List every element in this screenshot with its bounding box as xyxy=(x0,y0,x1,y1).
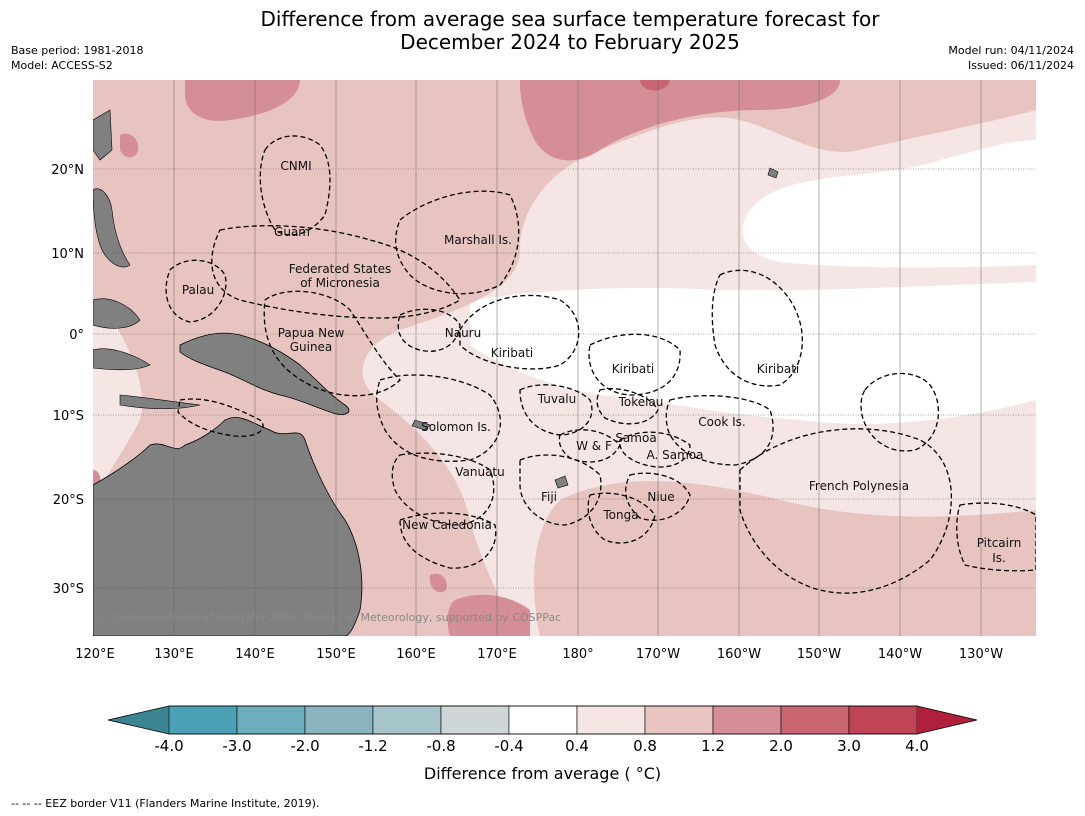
lat-label: 10°S xyxy=(53,409,84,424)
colorbar-label: Difference from average ( °C) xyxy=(423,764,662,783)
colorbar-cell xyxy=(712,705,782,735)
colorbar-tick-label: 0.4 xyxy=(565,737,589,755)
model-run: Model run: 04/11/2024 xyxy=(948,44,1074,57)
lat-label: 10°N xyxy=(51,247,84,262)
sst-anomaly-field: © Commonwealth of Australia 2024, Bureau… xyxy=(93,80,1036,636)
colorbar: -4.0 -3.0 -2.0 -1.2 -0.8 -0.4 0.4 0.8 1.2 2.0 3.0 4… xyxy=(107,705,978,755)
colorbar-cell xyxy=(576,705,646,735)
lat-label: 0° xyxy=(69,328,84,343)
region-label: New Caledonia xyxy=(402,518,492,532)
colorbar-max-extension xyxy=(917,706,977,734)
colorbar-tick-label: -1.2 xyxy=(358,737,387,755)
colorbar-tick-label: -3.0 xyxy=(222,737,251,755)
lon-label: 130°E xyxy=(154,647,194,662)
meta-right: Model run: 04/11/2024 Issued: 06/11/2024 xyxy=(948,43,1074,73)
eez-borders xyxy=(165,135,1036,594)
region-label: Guinea xyxy=(290,340,333,354)
region-label: Papua New xyxy=(278,326,345,340)
lat-label: 20°N xyxy=(51,163,84,178)
region-label: Kiribati xyxy=(612,362,654,376)
lon-label: 140°W xyxy=(878,647,922,662)
colorbar-cell xyxy=(304,705,374,735)
region-label: Fiji xyxy=(541,490,557,504)
eez-footnote: -- -- -- EEZ border V11 (Flanders Marine… xyxy=(11,797,320,810)
colorbar-cell xyxy=(848,705,918,735)
lon-label: 160°W xyxy=(717,647,761,662)
colorbar-cell xyxy=(372,705,442,735)
region-label: Marshall Is. xyxy=(444,233,512,247)
region-label: Cook Is. xyxy=(698,415,745,429)
colorbar-min-extension xyxy=(108,706,169,734)
lon-label: 180° xyxy=(562,647,593,662)
region-label: Pitcairn xyxy=(977,536,1022,550)
lon-label: 150°E xyxy=(316,647,356,662)
colorbar-cell xyxy=(168,705,238,735)
region-label: Nauru xyxy=(445,326,481,340)
region-label: Is. xyxy=(992,551,1006,565)
colorbar-tick-label: 2.0 xyxy=(769,737,793,755)
colorbar-cell xyxy=(644,705,714,735)
region-label: of Micronesia xyxy=(300,276,380,290)
region-label: Samoa xyxy=(615,431,656,445)
base-period: Base period: 1981-2018 xyxy=(11,44,144,57)
meta-left: Base period: 1981-2018 Model: ACCESS-S2 xyxy=(11,43,143,73)
colorbar-cell xyxy=(440,705,510,735)
longitude-labels: 120°E 130°E 140°E 150°E 160°E 170°E 180°… xyxy=(75,647,1003,662)
region-label: W & F xyxy=(576,439,612,453)
latitude-labels: 20°N 10°N 0° 10°S 20°S 30°S xyxy=(51,163,84,597)
colorbar-tick-label: -0.4 xyxy=(494,737,523,755)
colorbar-cell xyxy=(508,705,578,735)
region-label: Federated States xyxy=(289,262,391,276)
colorbar-cell xyxy=(780,705,850,735)
region-label: Tonga xyxy=(602,508,638,522)
map-title: Difference from average sea surface temp… xyxy=(260,7,880,54)
lat-label: 20°S xyxy=(53,493,84,508)
lon-label: 160°E xyxy=(396,647,436,662)
lon-label: 130°W xyxy=(959,647,1003,662)
region-label: A. Samoa xyxy=(647,448,704,462)
region-label: Solomon Is. xyxy=(421,420,491,434)
region-label: Tuvalu xyxy=(537,392,577,406)
colorbar-tick-label: 4.0 xyxy=(905,737,929,755)
lon-label: 170°W xyxy=(636,647,680,662)
region-label: CNMI xyxy=(280,159,311,173)
region-label: Palau xyxy=(182,283,214,297)
region-label: Kiribati xyxy=(491,346,533,360)
region-label: Guam xyxy=(274,225,310,239)
region-label: Niue xyxy=(647,490,674,504)
colorbar-tick-label: -0.8 xyxy=(426,737,455,755)
issued-date: Issued: 06/11/2024 xyxy=(967,59,1074,72)
colorbar-tick-label: 3.0 xyxy=(837,737,861,755)
region-label: Kiribati xyxy=(757,362,799,376)
lon-label: 140°E xyxy=(235,647,275,662)
colorbar-tick-label: 0.8 xyxy=(633,737,657,755)
colorbar-tick-label: 1.2 xyxy=(701,737,725,755)
lon-label: 150°W xyxy=(797,647,841,662)
colorbar-cell xyxy=(236,705,306,735)
region-label: Tokelau xyxy=(618,395,664,409)
region-label: Vanuatu xyxy=(455,465,505,479)
region-label: French Polynesia xyxy=(809,479,909,493)
colorbar-tick-label: -4.0 xyxy=(154,737,183,755)
lon-label: 170°E xyxy=(477,647,517,662)
lat-label: 30°S xyxy=(53,582,84,597)
model-name: Model: ACCESS-S2 xyxy=(11,59,113,72)
region-labels: CNMI Guam Marshall Is. Federated States … xyxy=(182,159,1021,565)
copyright-note: © Commonwealth of Australia 2024, Bureau… xyxy=(98,611,561,624)
lon-label: 120°E xyxy=(75,647,115,662)
colorbar-tick-label: -2.0 xyxy=(290,737,319,755)
